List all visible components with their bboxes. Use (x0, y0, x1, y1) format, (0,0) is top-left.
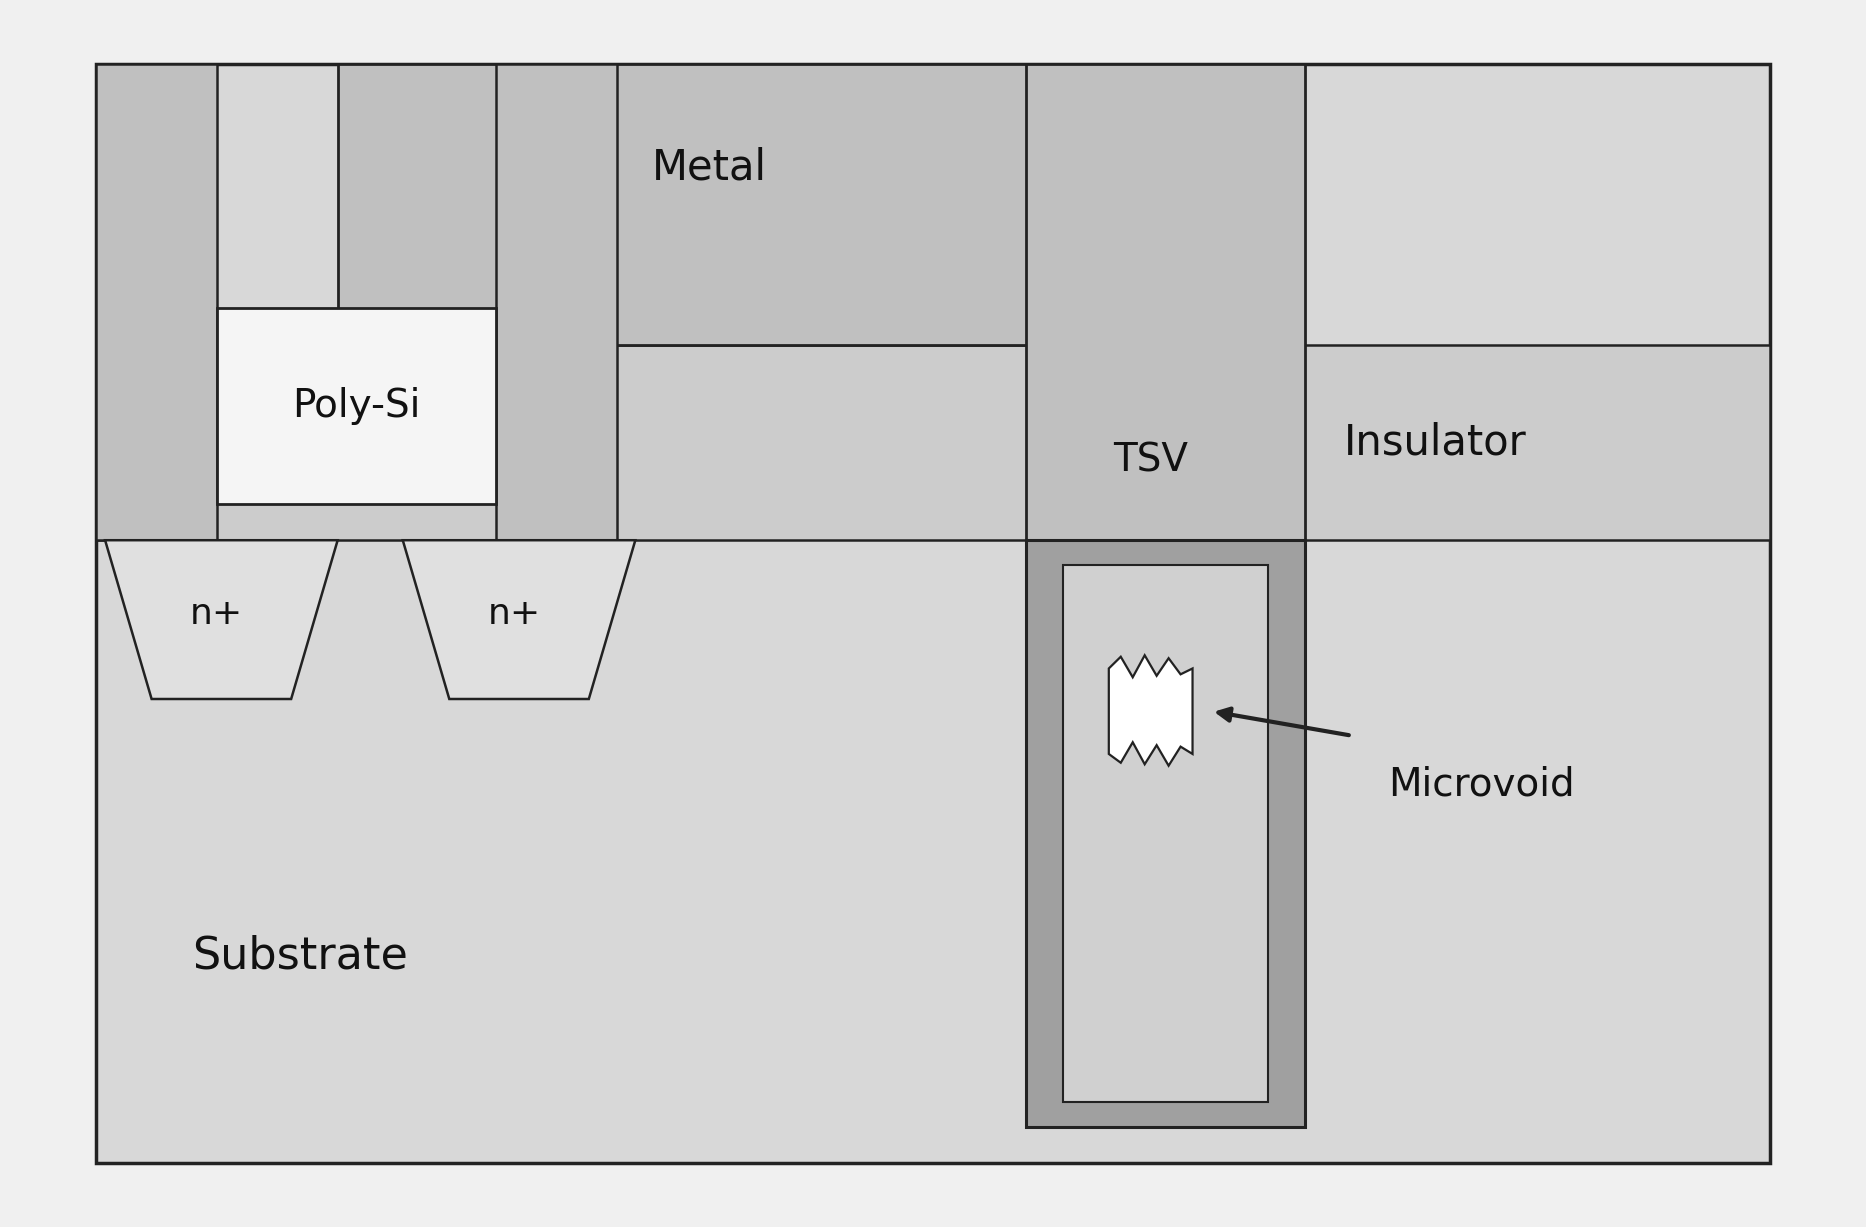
Text: Metal: Metal (653, 147, 767, 189)
Bar (496, 64, 618, 540)
Bar (1026, 64, 1304, 540)
Polygon shape (104, 540, 338, 699)
Text: TSV: TSV (1114, 442, 1189, 480)
Text: Poly-Si: Poly-Si (293, 387, 420, 425)
Polygon shape (403, 540, 634, 699)
Text: Substrate: Substrate (192, 934, 409, 977)
Text: Microvoid: Microvoid (1388, 766, 1575, 804)
Text: n+: n+ (190, 596, 243, 631)
Text: Insulator: Insulator (1344, 422, 1526, 464)
Bar (95, 64, 216, 540)
Bar (1026, 540, 1304, 1126)
Bar (216, 308, 496, 503)
Bar (1064, 564, 1267, 1102)
Bar (95, 345, 1771, 540)
Text: n+: n+ (487, 596, 541, 631)
Bar (338, 64, 1120, 345)
Polygon shape (1108, 655, 1192, 766)
Bar (95, 64, 1771, 1163)
